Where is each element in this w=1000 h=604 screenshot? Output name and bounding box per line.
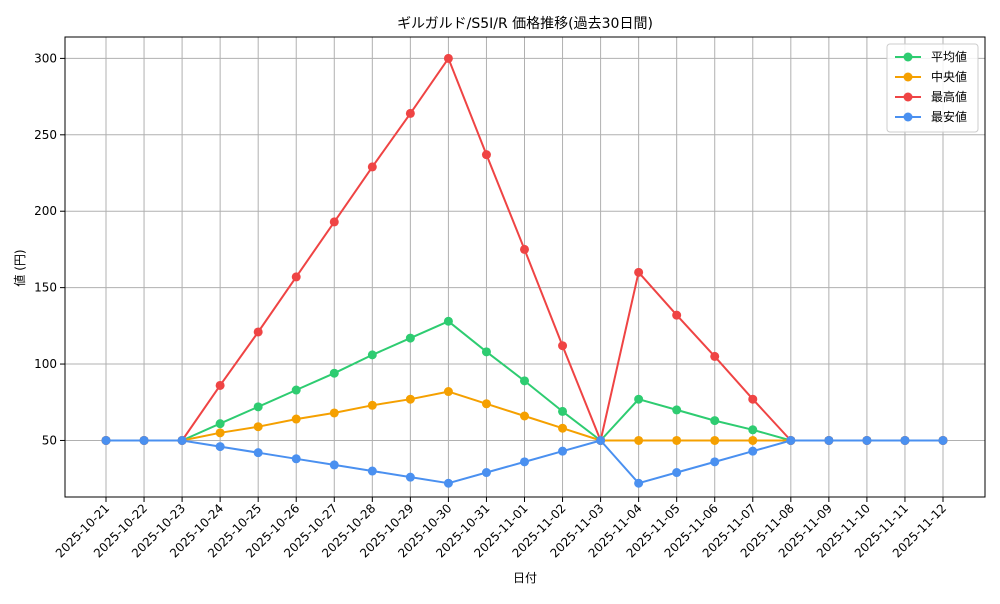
data-point <box>253 422 263 432</box>
data-point <box>672 310 682 320</box>
data-point <box>405 472 415 482</box>
legend-swatch-marker <box>903 52 913 62</box>
data-point <box>329 408 339 418</box>
data-point <box>291 414 301 424</box>
y-axis-label: 値 (円) <box>12 249 27 286</box>
data-point <box>520 411 529 421</box>
data-point <box>520 376 529 386</box>
data-point <box>443 478 453 488</box>
data-point <box>367 162 377 172</box>
legend-box <box>886 43 979 133</box>
data-point <box>291 385 301 395</box>
data-point <box>748 435 758 445</box>
data-point <box>862 435 872 445</box>
data-point <box>634 394 644 404</box>
y-tick-label: 150 <box>34 281 57 295</box>
data-point <box>672 435 682 445</box>
legend-label: 最安値 <box>931 109 967 124</box>
data-point <box>748 425 758 435</box>
data-point <box>253 327 263 337</box>
chart-title: ギルガルド/S5I/R 価格推移(過去30日間) <box>397 16 653 32</box>
data-point <box>329 217 339 227</box>
series-最安値 <box>101 435 948 488</box>
data-point <box>558 423 568 433</box>
data-point <box>481 399 491 409</box>
data-point <box>634 435 644 445</box>
data-point <box>672 468 682 478</box>
legend-swatch-marker <box>903 72 913 82</box>
data-point <box>786 435 796 445</box>
y-tick-label: 250 <box>34 128 57 142</box>
data-point <box>596 435 606 445</box>
data-point <box>329 368 339 378</box>
data-point <box>748 394 758 404</box>
data-point <box>367 350 377 360</box>
data-point <box>329 460 339 470</box>
data-point <box>481 347 491 357</box>
data-point <box>443 387 453 397</box>
data-point <box>634 267 644 277</box>
data-point <box>367 466 377 476</box>
legend-label: 平均値 <box>931 49 967 64</box>
data-point <box>253 448 263 458</box>
data-point <box>481 150 491 160</box>
data-point <box>177 435 187 445</box>
data-point <box>520 457 529 467</box>
data-point <box>710 351 720 361</box>
data-point <box>215 442 225 452</box>
data-point <box>405 108 415 118</box>
data-point <box>139 435 149 445</box>
data-point <box>938 435 948 445</box>
data-point <box>215 428 225 438</box>
data-point <box>558 406 568 416</box>
data-point <box>253 402 263 412</box>
data-point <box>405 394 415 404</box>
data-point <box>291 454 301 464</box>
legend-label: 最高値 <box>931 89 967 104</box>
data-point <box>558 341 568 351</box>
data-point <box>215 419 225 429</box>
y-tick-label: 200 <box>34 204 57 218</box>
data-point <box>672 405 682 415</box>
grid-lines <box>65 37 985 497</box>
data-point <box>900 435 910 445</box>
x-axis-label: 日付 <box>513 571 537 585</box>
data-point <box>481 468 491 478</box>
data-point <box>291 272 301 282</box>
data-point <box>215 380 225 390</box>
legend-swatch-marker <box>903 112 913 122</box>
y-tick-label: 300 <box>34 51 57 65</box>
data-point <box>710 416 720 426</box>
data-point <box>710 435 720 445</box>
legend-swatch-marker <box>903 92 913 102</box>
data-point <box>824 435 834 445</box>
data-point <box>405 333 415 343</box>
data-point <box>443 316 453 326</box>
data-point <box>443 53 453 63</box>
y-tick-label: 50 <box>42 433 57 447</box>
series-layer <box>101 53 948 488</box>
data-point <box>520 244 529 254</box>
data-point <box>101 435 111 445</box>
data-point <box>634 478 644 488</box>
y-tick-label: 100 <box>34 357 57 371</box>
data-point <box>367 400 377 410</box>
data-point <box>710 457 720 467</box>
data-point <box>748 446 758 456</box>
data-point <box>558 446 568 456</box>
legend-label: 中央値 <box>931 69 967 84</box>
